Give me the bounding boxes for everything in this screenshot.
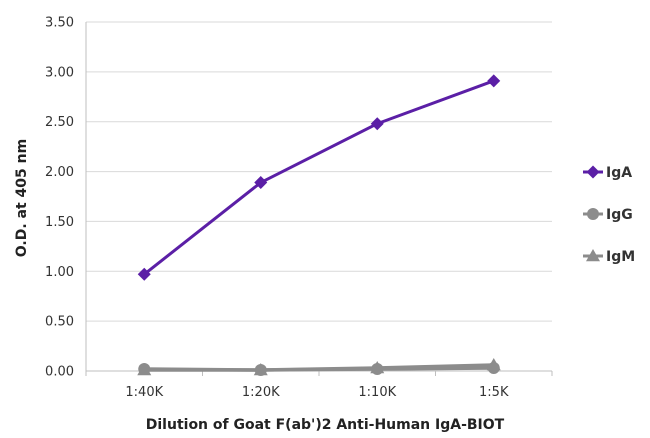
- legend-label: IgM: [606, 249, 635, 265]
- x-tick-label: 1:5K: [479, 385, 509, 400]
- data-point: [487, 362, 500, 375]
- y-axis-title: O.D. at 405 nm: [14, 139, 30, 257]
- legend-item-iga: IgA: [583, 165, 632, 181]
- legend-item-igm: IgM: [583, 249, 635, 265]
- y-tick-label: 1.00: [45, 265, 74, 280]
- legend-marker: [586, 249, 600, 262]
- data-point: [138, 363, 151, 376]
- y-tick-label: 0.50: [45, 315, 74, 330]
- y-tick-label: 3.00: [45, 65, 74, 80]
- legend-label: IgA: [606, 165, 632, 181]
- series-igg: [138, 362, 500, 377]
- x-tick-label: 1:10K: [358, 385, 396, 400]
- series-line: [144, 366, 494, 372]
- series: [137, 74, 501, 377]
- axes: 0.00 0.50 1.00 1.50 2.00 2.50 3.00 3.50 1:40K 1:2…: [45, 16, 553, 400]
- legend-label: IgG: [606, 207, 633, 223]
- legend-item-igg: IgG: [583, 207, 633, 223]
- legend: IgA IgG IgM: [583, 165, 635, 265]
- y-tick-label: 2.00: [45, 165, 74, 180]
- legend-marker: [586, 165, 600, 179]
- data-point: [254, 364, 267, 377]
- x-tick-label: 1:20K: [242, 385, 280, 400]
- data-point: [371, 363, 384, 376]
- y-tick-label: 2.50: [45, 115, 74, 130]
- x-tick-label: 1:40K: [125, 385, 163, 400]
- y-tick-label: 0.00: [45, 365, 74, 380]
- data-point: [254, 176, 268, 190]
- y-tick-label: 1.50: [45, 215, 74, 230]
- data-point: [487, 74, 501, 88]
- x-axis-title: Dilution of Goat F(ab')2 Anti-Human IgA-…: [146, 417, 505, 433]
- y-tick-label: 3.50: [45, 16, 74, 31]
- data-point: [137, 267, 151, 281]
- data-point: [370, 117, 384, 131]
- gridlines: [86, 21, 552, 322]
- series-line: [143, 79, 495, 276]
- legend-marker: [587, 208, 599, 220]
- series-iga: [137, 74, 501, 281]
